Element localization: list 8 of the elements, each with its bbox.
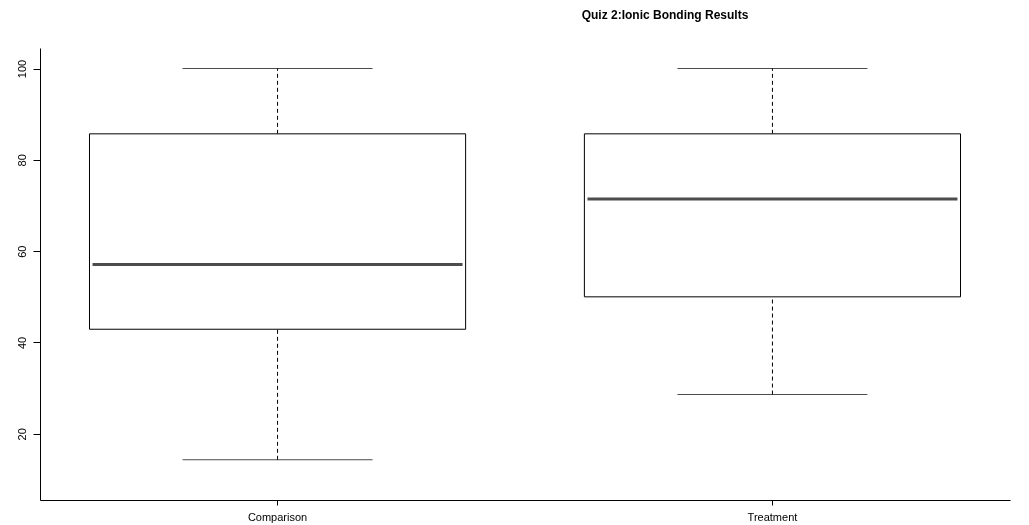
y-tick-label: 60 — [15, 245, 28, 258]
y-tick-label: 40 — [15, 336, 28, 350]
y-tick-label: 100 — [15, 59, 28, 79]
chart-title: Quiz 2:Ionic Bonding Results — [581, 8, 749, 22]
y-tick-label: 20 — [15, 428, 28, 441]
y-tick-label: 80 — [15, 154, 28, 167]
x-tick-label: Comparison — [247, 510, 308, 523]
x-tick-label: Treatment — [747, 510, 798, 523]
